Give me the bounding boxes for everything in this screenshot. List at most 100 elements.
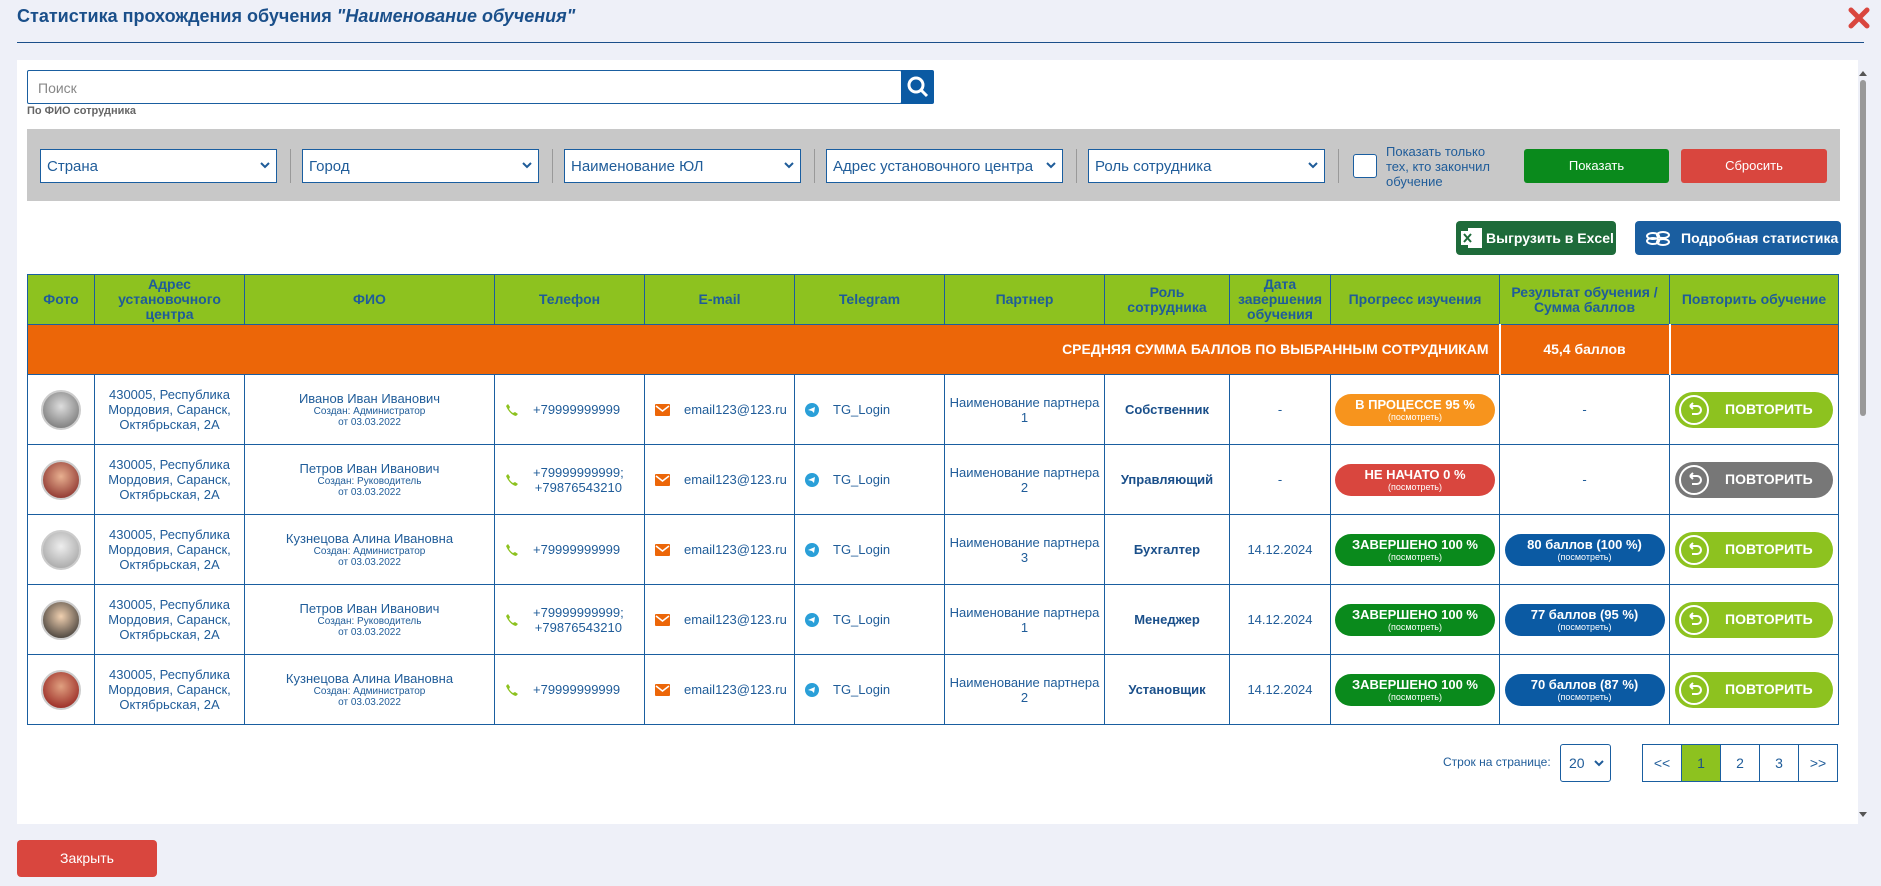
created-date: от 03.03.2022 <box>338 417 401 428</box>
repeat-button[interactable]: ПОВТОРИТЬ <box>1675 391 1833 428</box>
name-cell: Петров Иван Иванович Создан: Руководитель… <box>244 584 495 655</box>
progress-pill[interactable]: НЕ НАЧАТО 0 % (посмотреть) <box>1335 463 1495 496</box>
email-cell: email123@123.ru <box>644 374 795 445</box>
filter-select[interactable]: Адрес установочного центра <box>826 149 1063 183</box>
name: Петров Иван Иванович <box>299 601 440 616</box>
progress-cell: ЗАВЕРШЕНО 100 % (посмотреть) <box>1330 584 1500 655</box>
column-header: Роль сотрудника <box>1104 274 1230 325</box>
telegram-wrap: TG_Login <box>799 612 940 627</box>
arrow <box>1689 611 1702 625</box>
search-button[interactable] <box>901 70 934 104</box>
summary-value: 45,4 баллов <box>1498 324 1670 375</box>
partner: Наименование партнера 2 <box>944 444 1105 515</box>
progress-pill[interactable]: ЗАВЕРШЕНО 100 % (посмотреть) <box>1335 533 1495 566</box>
date: 14.12.2024 <box>1229 654 1331 725</box>
partner: Наименование партнера 3 <box>944 514 1105 585</box>
phone-icon <box>506 403 518 416</box>
column-header: Фото <box>27 274 95 325</box>
telegram-icon <box>805 612 819 627</box>
email-cell: email123@123.ru <box>644 584 795 655</box>
avatar <box>41 529 81 570</box>
filter-select[interactable]: Город <box>302 149 539 183</box>
repeat-icon <box>1679 604 1709 635</box>
created-date: от 03.03.2022 <box>338 487 401 498</box>
created: Создан: Администратор <box>313 686 426 697</box>
phone: +79999999999 <box>533 542 621 557</box>
address: 430005, Республика Мордовия, Саранск, Ок… <box>94 584 245 655</box>
summary-label: СРЕДНЯЯ СУММА БАЛЛОВ ПО ВЫБРАННЫМ СОТРУД… <box>27 324 1500 375</box>
select-label: Наименование ЮЛ <box>571 158 704 175</box>
show-button[interactable]: Показать <box>1524 149 1669 183</box>
progress-cell: ЗАВЕРШЕНО 100 % (посмотреть) <box>1330 654 1500 725</box>
phone: +79999999999; <box>533 464 624 480</box>
telegram: TG_Login <box>833 402 891 417</box>
telegram: TG_Login <box>833 682 891 697</box>
repeat-icon <box>1679 674 1709 705</box>
column-header: Дата завершения обучения <box>1229 274 1331 325</box>
telegram: TG_Login <box>833 542 891 557</box>
close-button[interactable]: Закрыть <box>17 840 157 877</box>
reset-button[interactable]: Сбросить <box>1681 149 1827 183</box>
email: email123@123.ru <box>684 612 787 627</box>
scrollbar[interactable] <box>1858 70 1868 820</box>
filter-select[interactable]: Наименование ЮЛ <box>564 149 801 183</box>
page-button[interactable]: 2 <box>1720 744 1760 782</box>
result-pill[interactable]: 77 баллов (95 %) (посмотреть) <box>1504 603 1665 636</box>
page-button[interactable]: 1 <box>1681 744 1721 782</box>
repeat-button[interactable]: ПОВТОРИТЬ <box>1675 671 1833 708</box>
email-cell: email123@123.ru <box>644 514 795 585</box>
progress-label: ЗАВЕРШЕНО 100 % <box>1352 536 1478 552</box>
photo-cell <box>27 514 95 585</box>
date: - <box>1229 374 1331 445</box>
page-button[interactable]: 3 <box>1759 744 1799 782</box>
progress-pill[interactable]: ЗАВЕРШЕНО 100 % (посмотреть) <box>1335 603 1495 636</box>
telegram: TG_Login <box>833 472 891 487</box>
excel-button[interactable]: Выгрузить в Excel <box>1456 221 1616 255</box>
progress-pill[interactable]: ЗАВЕРШЕНО 100 % (посмотреть) <box>1335 673 1495 706</box>
search-input[interactable]: Поиск <box>27 70 902 104</box>
progress-pill[interactable]: В ПРОЦЕССЕ 95 % (посмотреть) <box>1335 393 1495 426</box>
page-button[interactable]: >> <box>1798 744 1838 782</box>
telegram-icon <box>805 402 819 417</box>
page-button[interactable]: << <box>1642 744 1682 782</box>
result-link: (посмотреть) <box>1557 621 1612 632</box>
select-label: Роль сотрудника <box>1095 158 1212 175</box>
caret <box>1594 760 1604 767</box>
telegram-cell: TG_Login <box>794 514 945 585</box>
repeat-button[interactable]: ПОВТОРИТЬ <box>1675 531 1833 568</box>
partner: Наименование партнера 2 <box>944 654 1105 725</box>
filter-select[interactable]: Роль сотрудника <box>1088 149 1325 183</box>
address: 430005, Республика Мордовия, Саранск, Ок… <box>94 654 245 725</box>
progress-label: В ПРОЦЕССЕ 95 % <box>1355 396 1475 412</box>
email-icon <box>655 543 670 556</box>
phone-list: +79999999999; +79876543210 <box>533 465 624 495</box>
header-row: Фото Адрес установочного центра ФИО Телефон… <box>27 274 1839 325</box>
result-pill[interactable]: 80 баллов (100 %) (посмотреть) <box>1504 533 1665 566</box>
repeat-button[interactable]: ПОВТОРИТЬ <box>1675 601 1833 638</box>
close-icon[interactable] <box>1847 6 1871 30</box>
name: Петров Иван Иванович <box>299 461 440 476</box>
telegram-wrap: TG_Login <box>799 472 940 487</box>
progress-cell: В ПРОЦЕССЕ 95 % (посмотреть) <box>1330 374 1500 445</box>
page-size-select[interactable]: 20 <box>1560 744 1611 782</box>
address: 430005, Республика Мордовия, Саранск, Ок… <box>94 514 245 585</box>
repeat-button[interactable]: ПОВТОРИТЬ <box>1675 461 1833 498</box>
email: email123@123.ru <box>684 402 787 417</box>
search-hint: По ФИО сотрудника <box>27 105 136 117</box>
result-link: (посмотреть) <box>1557 691 1612 702</box>
progress-label: ЗАВЕРШЕНО 100 % <box>1352 676 1478 692</box>
progress-link: (посмотреть) <box>1387 621 1442 632</box>
stats-button[interactable]: Подробная статистика <box>1635 221 1841 255</box>
checkbox[interactable] <box>1353 154 1377 178</box>
avatar <box>41 599 81 640</box>
progress-cell: НЕ НАЧАТО 0 % (посмотреть) <box>1330 444 1500 515</box>
date: 14.12.2024 <box>1229 584 1331 655</box>
telegram-wrap: TG_Login <box>799 682 940 697</box>
result-pill[interactable]: 70 баллов (87 %) (посмотреть) <box>1504 673 1665 706</box>
arrow <box>1689 471 1702 485</box>
progress-cell: ЗАВЕРШЕНО 100 % (посмотреть) <box>1330 514 1500 585</box>
filter-select[interactable]: Страна <box>40 149 277 183</box>
telegram-icon <box>805 682 819 697</box>
result-label: 80 баллов (100 %) <box>1527 536 1642 552</box>
